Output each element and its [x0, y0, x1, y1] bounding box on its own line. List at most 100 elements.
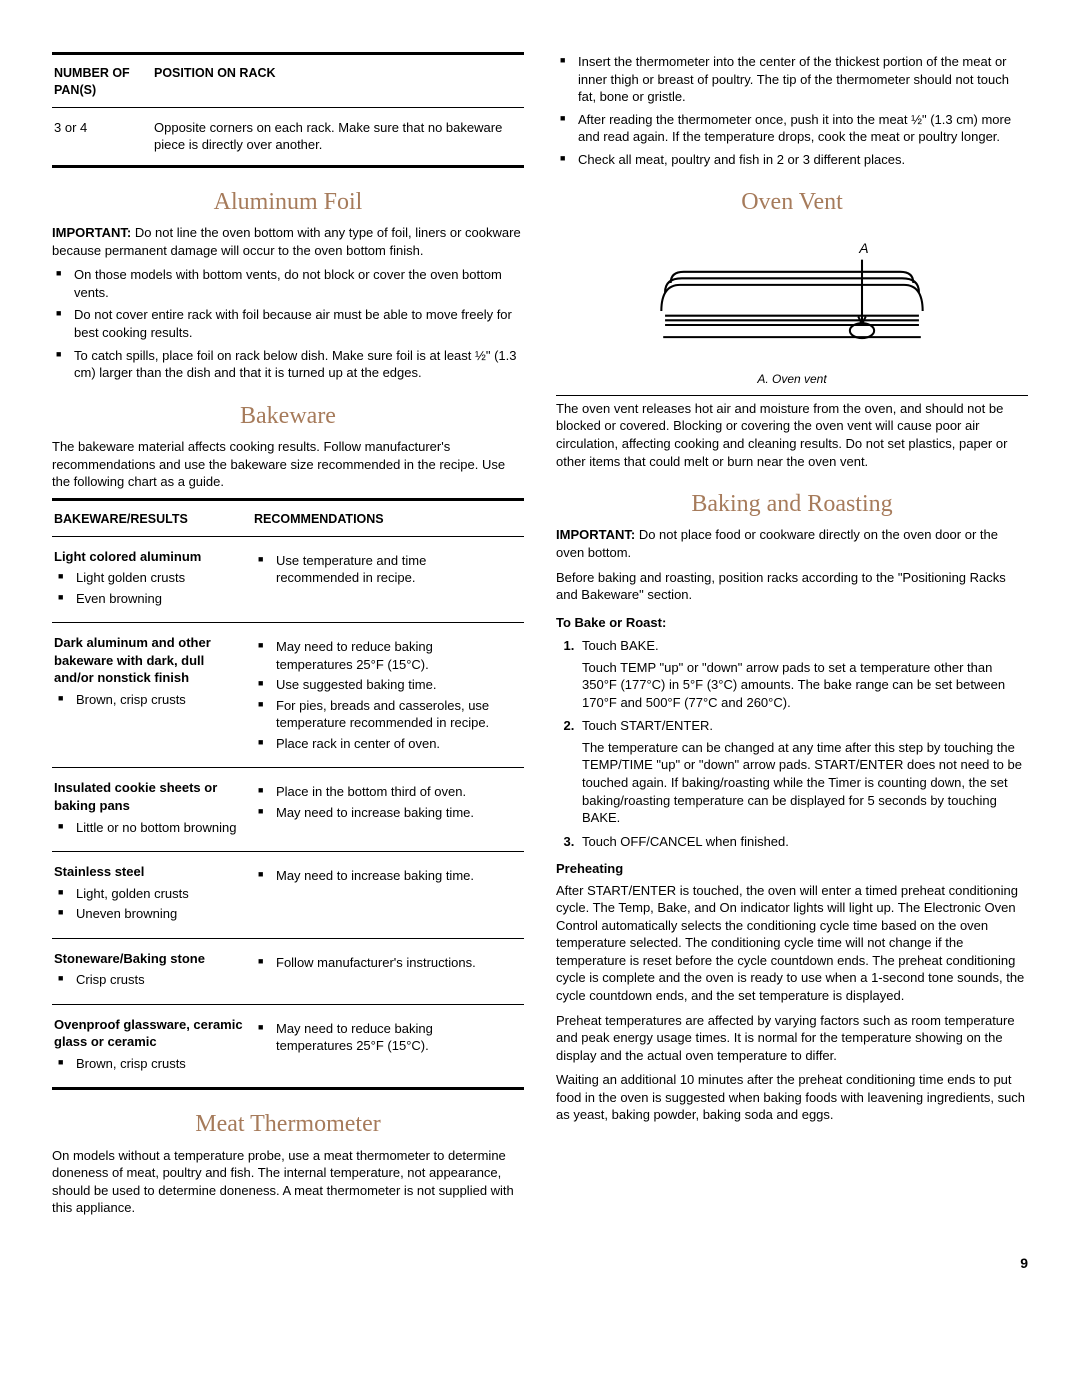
rule [52, 52, 524, 55]
bakeware-item-title: Insulated cookie sheets or baking pans [54, 779, 244, 814]
preheat-para: Waiting an additional 10 minutes after t… [556, 1071, 1028, 1124]
bakeware-results-list: Little or no bottom browning [54, 819, 244, 837]
bakeware-row: Light colored aluminumLight golden crust… [52, 541, 524, 619]
bakeware-results-list: Light golden crustsEven browning [54, 569, 244, 607]
bakeware-recs-cell: Follow manufacturer's instructions. [254, 950, 522, 993]
step-lead: Touch OFF/CANCEL when finished. [582, 834, 789, 849]
rule [52, 498, 524, 501]
oven-vent-caption: A. Oven vent [556, 371, 1028, 387]
rule [52, 622, 524, 623]
bakeware-recs-cell: Use temperature and time recommended in … [254, 548, 522, 612]
bake-steps: Touch BAKE. Touch TEMP "up" or "down" ar… [556, 637, 1028, 850]
bakeware-recs-cell: Place in the bottom third of oven. May ne… [254, 779, 522, 840]
pan-table-header: NUMBER OF PAN(S) POSITION ON RACK [52, 59, 524, 103]
bakeware-recs-cell: May need to increase baking time. [254, 863, 522, 927]
bullet-item: May need to increase baking time. [254, 867, 512, 885]
bakeware-row: Dark aluminum and other bakeware with da… [52, 627, 524, 763]
thermometer-bullets: Insert the thermometer into the center o… [556, 53, 1028, 168]
bakeware-results-cell: Stoneware/Baking stone Crisp crusts [54, 950, 254, 993]
pan-header-b: POSITION ON RACK [154, 65, 522, 99]
important-label: IMPORTANT: [52, 225, 131, 240]
step-lead: Touch BAKE. [582, 638, 659, 653]
bullet-item: Place in the bottom third of oven. [254, 783, 512, 801]
bullet-item: For pies, breads and casseroles, use tem… [254, 697, 512, 732]
bakeware-item-title: Stainless steel [54, 863, 244, 881]
bakeware-results-cell: Stainless steel Light, golden crusts Uneve… [54, 863, 254, 927]
bullet-item: Crisp crusts [54, 971, 244, 989]
preheat-para: After START/ENTER is touched, the oven w… [556, 882, 1028, 1005]
bakeware-results-cell: Insulated cookie sheets or baking pans Li… [54, 779, 254, 840]
bakeware-header-a: BAKEWARE/RESULTS [54, 511, 254, 528]
bake-step: Touch OFF/CANCEL when finished. [578, 833, 1028, 851]
bakeware-table-body: Light colored aluminumLight golden crust… [52, 541, 524, 1091]
preheat-para: Preheat temperatures are affected by var… [556, 1012, 1028, 1065]
left-column: NUMBER OF PAN(S) POSITION ON RACK 3 or 4… [52, 48, 524, 1224]
rule [52, 165, 524, 168]
bakeware-recs-list: May need to reduce baking temperatures 2… [254, 1020, 512, 1055]
bullet-item: Insert the thermometer into the center o… [556, 53, 1028, 106]
bullet-item: Follow manufacturer's instructions. [254, 954, 512, 972]
bullet-item: On those models with bottom vents, do no… [52, 266, 524, 301]
baking-roasting-heading: Baking and Roasting [556, 488, 1028, 520]
pan-table-row: 3 or 4 Opposite corners on each rack. Ma… [52, 112, 524, 161]
pan-header-a: NUMBER OF PAN(S) [54, 65, 154, 99]
bakeware-results-cell: Light colored aluminumLight golden crust… [54, 548, 254, 612]
bakeware-recs-list: Place in the bottom third of oven. May ne… [254, 783, 512, 821]
bullet-item: May need to reduce baking temperatures 2… [254, 638, 512, 673]
rule [52, 107, 524, 108]
meat-thermometer-text: On models without a temperature probe, u… [52, 1147, 524, 1217]
rule [52, 536, 524, 537]
rule [52, 1004, 524, 1005]
bakeware-recs-list: Follow manufacturer's instructions. [254, 954, 512, 972]
bakeware-row: Stoneware/Baking stone Crisp crusts Follow… [52, 943, 524, 1000]
bullet-item: Light golden crusts [54, 569, 244, 587]
step-body: The temperature can be changed at any ti… [582, 739, 1028, 827]
bullet-item: Brown, crisp crusts [54, 1055, 244, 1073]
bake-roast-subhead: To Bake or Roast: [556, 614, 1028, 632]
important-label: IMPORTANT: [556, 527, 635, 542]
bakeware-header-b: RECOMMENDATIONS [254, 511, 522, 528]
bullet-item: After reading the thermometer once, push… [556, 111, 1028, 146]
bullet-item: May need to increase baking time. [254, 804, 512, 822]
bakeware-recs-list: Use temperature and time recommended in … [254, 552, 512, 587]
bakeware-results-list: Light, golden crusts Uneven browning [54, 885, 244, 923]
right-column: Insert the thermometer into the center o… [556, 48, 1028, 1224]
oven-vent-heading: Oven Vent [556, 186, 1028, 218]
bullet-item: To catch spills, place foil on rack belo… [52, 347, 524, 382]
rule [52, 767, 524, 768]
bakeware-item-title: Ovenproof glassware, ceramic glass or ce… [54, 1016, 244, 1051]
bullet-item: Light, golden crusts [54, 885, 244, 903]
bakeware-row: Ovenproof glassware, ceramic glass or ce… [52, 1009, 524, 1084]
meat-thermometer-heading: Meat Thermometer [52, 1108, 524, 1140]
pan-count: 3 or 4 [54, 119, 154, 154]
oven-vent-text: The oven vent releases hot air and moist… [556, 400, 1028, 470]
bakeware-row: Insulated cookie sheets or baking pans Li… [52, 772, 524, 847]
bullet-item: Uneven browning [54, 905, 244, 923]
bakeware-results-cell: Ovenproof glassware, ceramic glass or ce… [54, 1016, 254, 1077]
aluminum-foil-heading: Aluminum Foil [52, 186, 524, 218]
bake-step: Touch BAKE. Touch TEMP "up" or "down" ar… [578, 637, 1028, 711]
rule [52, 1087, 524, 1090]
rule [52, 851, 524, 852]
bakeware-results-list: Brown, crisp crusts [54, 691, 244, 709]
pan-position: Opposite corners on each rack. Make sure… [154, 119, 522, 154]
baking-important: IMPORTANT: Do not place food or cookware… [556, 526, 1028, 561]
baking-pre-text: Before baking and roasting, position rac… [556, 569, 1028, 604]
bakeware-results-list: Crisp crusts [54, 971, 244, 989]
bullet-item: Brown, crisp crusts [54, 691, 244, 709]
aluminum-bullets: On those models with bottom vents, do no… [52, 266, 524, 381]
oven-vent-diagram: A [652, 227, 932, 367]
bullet-item: May need to reduce baking temperatures 2… [254, 1020, 512, 1055]
bullet-item: Little or no bottom browning [54, 819, 244, 837]
bakeware-results-list: Brown, crisp crusts [54, 1055, 244, 1073]
step-lead: Touch START/ENTER. [582, 718, 713, 733]
bakeware-recs-list: May need to increase baking time. [254, 867, 512, 885]
bake-step: Touch START/ENTER. The temperature can b… [578, 717, 1028, 826]
bullet-item: Check all meat, poultry and fish in 2 or… [556, 151, 1028, 169]
bullet-item: Use temperature and time recommended in … [254, 552, 512, 587]
bullet-item: Place rack in center of oven. [254, 735, 512, 753]
two-column-layout: NUMBER OF PAN(S) POSITION ON RACK 3 or 4… [52, 48, 1028, 1224]
bakeware-recs-cell: May need to reduce baking temperatures 2… [254, 1016, 522, 1077]
bakeware-item-title: Stoneware/Baking stone [54, 950, 244, 968]
bakeware-intro: The bakeware material affects cooking re… [52, 438, 524, 491]
